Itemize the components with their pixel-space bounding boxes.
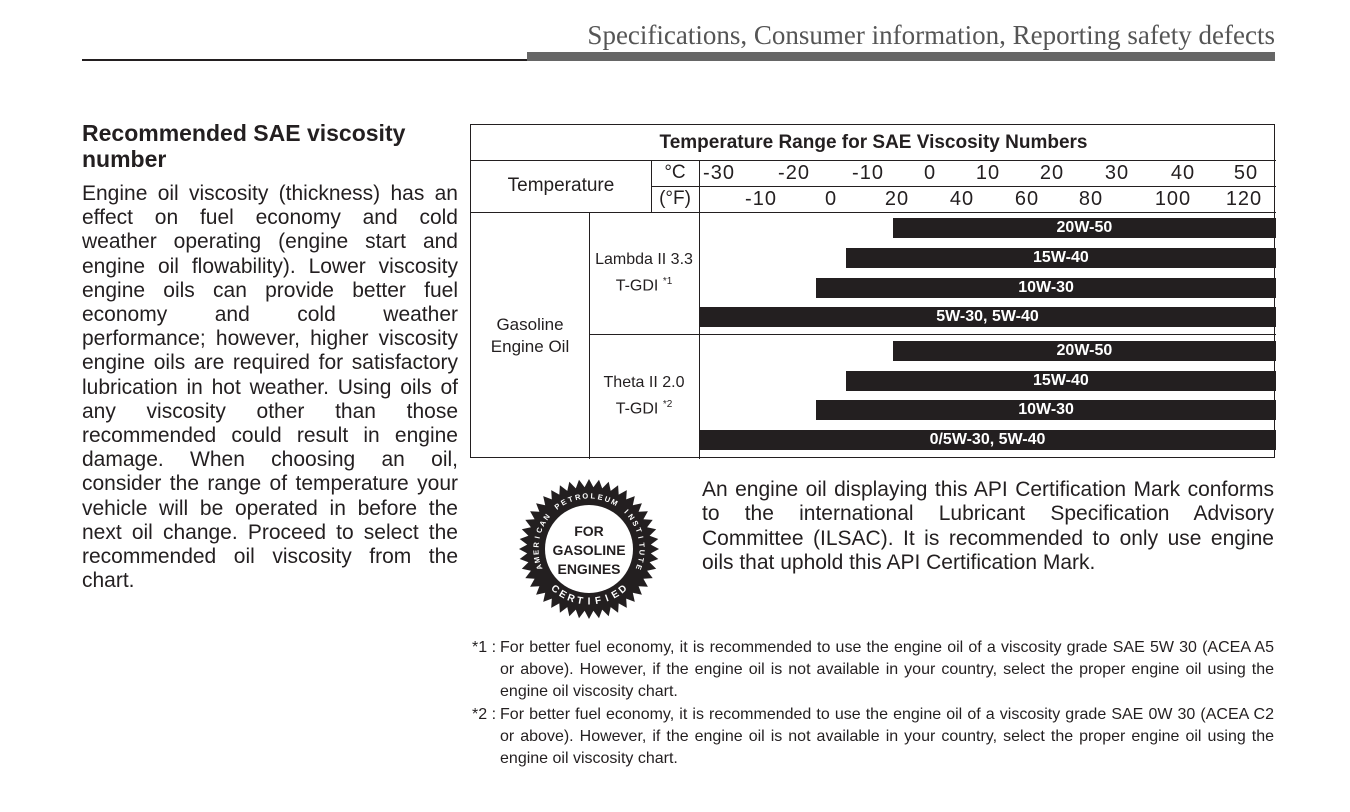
seal-ring-letter: E	[557, 588, 569, 601]
seal-ring-letter: M	[609, 497, 619, 508]
seal-ring-letter: O	[582, 491, 589, 500]
engine-name: Theta II 2.0 T-GDI	[603, 374, 685, 418]
seal-ring-letter: F	[594, 595, 602, 607]
footnote-mark: *1 :	[472, 639, 497, 656]
celsius-tick: -20	[778, 162, 810, 184]
seal-center-text: FOR	[574, 523, 604, 539]
seal-ring-letter: T	[567, 494, 575, 504]
fahrenheit-tick: 60	[1014, 188, 1040, 210]
viscosity-bar: 0/5W-30, 5W-40	[699, 430, 1276, 450]
seal-ring-letter: N	[626, 512, 636, 522]
seal-ring-letter: I	[636, 535, 645, 539]
fahrenheit-tick: 100	[1154, 188, 1192, 210]
viscosity-bar: 10W-30	[816, 400, 1276, 420]
page-header-title: Specifications, Consumer information, Re…	[587, 20, 1275, 50]
celsius-tick: 50	[1233, 162, 1259, 184]
celsius-tick: 30	[1104, 162, 1130, 184]
seal-ring-letter: E	[597, 492, 604, 502]
viscosity-grade-label: 10W-30	[1018, 279, 1074, 296]
seal-ring-letter: P	[553, 501, 562, 511]
section-heading: Recommended SAE viscosity number	[82, 120, 406, 172]
header-bar	[527, 52, 1275, 61]
seal-ring-letter: R	[566, 592, 577, 605]
seal-ring-letter: I	[588, 597, 591, 608]
category-label: Gasoline Engine Oil	[490, 314, 570, 356]
viscosity-bar: 5W-30, 5W-40	[699, 307, 1276, 327]
seal-ring-letter: T	[634, 526, 644, 534]
seal-ring-letter: E	[559, 497, 568, 507]
seal-ring-letter: E	[634, 563, 644, 571]
celsius-tick: 40	[1170, 162, 1196, 184]
seal-center-text: ENGINES	[557, 561, 620, 577]
seal-ring-letter: T	[637, 542, 646, 548]
seal-ring-letter: S	[630, 519, 640, 528]
divider	[589, 334, 1276, 335]
viscosity-grade-label: 20W-50	[1056, 219, 1113, 236]
seal-ring-letter: L	[590, 491, 596, 500]
viscosity-grade-label: 20W-50	[1056, 342, 1113, 359]
celsius-tick: 20	[1039, 162, 1065, 184]
celsius-tick: -10	[852, 162, 884, 184]
viscosity-grade-label: 15W-40	[1033, 249, 1089, 266]
seal-ring-letter: U	[637, 549, 646, 555]
divider	[471, 212, 1276, 213]
temperature-label: Temperature	[507, 175, 615, 196]
engine-label-lambda: Lambda II 3.3 T-GDI *1	[589, 212, 699, 334]
seal-ring-letter: A	[534, 562, 545, 571]
viscosity-bar: 10W-30	[816, 278, 1276, 298]
fahrenheit-unit: (°F)	[659, 188, 691, 209]
fahrenheit-tick: 0	[824, 188, 838, 210]
viscosity-grade-label: 5W-30, 5W-40	[936, 308, 1039, 325]
viscosity-bar: 20W-50	[892, 341, 1276, 361]
viscosity-bar: 15W-40	[845, 248, 1276, 268]
viscosity-grade-label: 0/5W-30, 5W-40	[929, 431, 1046, 448]
seal-center-text: GASOLINE	[552, 542, 625, 558]
celsius-unit: °C	[664, 162, 686, 183]
seal-ring-letter: M	[532, 556, 542, 564]
api-description: An engine oil displaying this API Certif…	[702, 478, 1274, 574]
footnote-1: *1 : For better fuel economy, it is recom…	[472, 637, 1274, 703]
fahrenheit-tick: 40	[949, 188, 975, 210]
viscosity-grade-label: 15W-40	[1033, 372, 1089, 389]
chart-title: Temperature Range for SAE Viscosity Numb…	[659, 131, 1088, 153]
header-rule	[82, 59, 527, 61]
seal-ring-letter: R	[532, 541, 541, 548]
seal-ring-letter: I	[533, 535, 542, 539]
footnote-text: For better fuel economy, it is recommend…	[500, 706, 1274, 767]
section-body: Engine oil viscosity (thickness) has an …	[82, 182, 458, 593]
seal-ring-letter: N	[541, 512, 551, 522]
celsius-tick: 0	[923, 162, 937, 184]
divider	[651, 186, 1276, 187]
footnote-ref: *2	[662, 399, 673, 411]
viscosity-chart: Temperature Range for SAE Viscosity Numb…	[470, 124, 1276, 459]
engine-name: Lambda II 3.3 T-GDI	[595, 250, 693, 295]
footnote-2: *2 : For better fuel economy, it is recom…	[472, 704, 1274, 770]
footnote-mark: *2 :	[472, 706, 497, 723]
seal-ring-letter: A	[537, 518, 548, 528]
fahrenheit-tick: 20	[884, 188, 910, 210]
seal-ring-letter: C	[534, 526, 545, 535]
seal-ring-letter: E	[610, 588, 622, 601]
seal-ring-letter: E	[531, 550, 540, 556]
viscosity-bar: 15W-40	[845, 371, 1276, 391]
footnote-ref: *1	[662, 275, 673, 287]
seal-ring-letter: I	[604, 593, 611, 604]
seal-ring-letter: T	[576, 595, 584, 607]
celsius-tick: -30	[703, 162, 735, 184]
fahrenheit-tick: -10	[745, 188, 777, 210]
seal-ring-letter: T	[636, 557, 646, 564]
divider	[471, 160, 1276, 161]
fahrenheit-tick: 120	[1225, 188, 1263, 210]
seal-ring-letter: R	[574, 492, 582, 502]
seal-ring-letter: I	[622, 507, 630, 515]
fahrenheit-tick: 80	[1078, 188, 1104, 210]
celsius-tick: 10	[975, 162, 1001, 184]
footnote-text: For better fuel economy, it is recommend…	[500, 639, 1274, 700]
viscosity-bar: 20W-50	[892, 218, 1276, 238]
viscosity-grade-label: 10W-30	[1018, 401, 1074, 418]
seal-ring-letter: U	[603, 494, 611, 504]
divider	[589, 212, 590, 459]
engine-label-theta: Theta II 2.0 T-GDI *2	[589, 334, 699, 459]
